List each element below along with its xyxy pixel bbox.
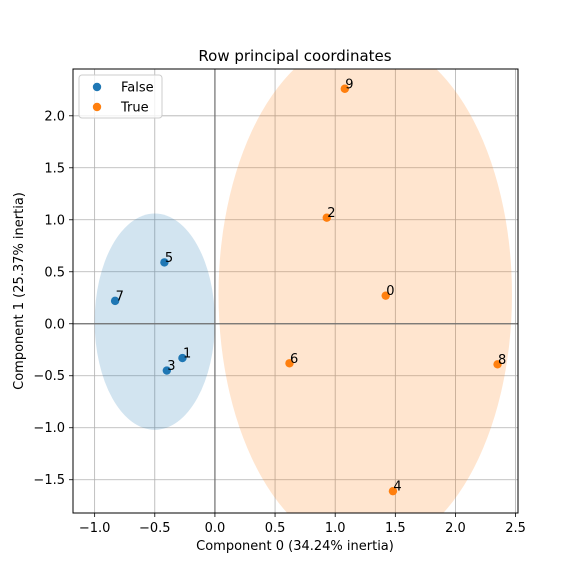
y-tick-label: 0.0 (44, 317, 65, 332)
data-point (340, 84, 350, 93)
x-axis-label: Component 0 (34.24% inertia) (196, 539, 394, 554)
x-tick-label: 0.5 (265, 521, 286, 536)
point-label: 7 (116, 289, 124, 304)
y-axis-ticks: −1.5 −1.0 −0.5 0.0 0.5 1.0 1.5 2.0 (33, 109, 73, 488)
point-labels: 13 5 7 0 2 4 6 8 9 (116, 77, 507, 494)
chart-title: Row principal coordinates (198, 47, 391, 65)
point-label: 3 (167, 359, 175, 374)
points (110, 84, 502, 496)
y-tick-label: −1.5 (33, 473, 65, 488)
point-label: 0 (386, 284, 394, 299)
x-tick-label: −1.0 (79, 521, 111, 536)
y-tick-label: −1.0 (33, 421, 65, 436)
x-tick-label: 2.5 (505, 521, 526, 536)
legend-marker (92, 82, 102, 92)
x-tick-label: 0.0 (205, 521, 226, 536)
x-tick-label: 1.0 (325, 521, 346, 536)
y-tick-label: 1.0 (44, 213, 65, 228)
point-label: 1 (183, 347, 191, 362)
legend-label: False (121, 81, 154, 96)
data-point (322, 213, 331, 222)
data-point (110, 296, 120, 306)
point-label: 4 (393, 480, 401, 495)
legend-marker (92, 102, 102, 112)
y-tick-label: 2.0 (44, 109, 65, 124)
legend: False True (78, 74, 163, 119)
point-label: 6 (290, 352, 298, 367)
confidence-ellipse-false (94, 213, 215, 430)
point-label: 8 (498, 353, 506, 368)
x-tick-label: 1.5 (385, 521, 406, 536)
data-point (162, 366, 172, 375)
plot-frame (72, 68, 519, 514)
point-label: 2 (327, 206, 335, 221)
confidence-ellipses (94, 69, 512, 513)
y-tick-label: 1.5 (44, 161, 65, 176)
data-point (160, 258, 169, 267)
data-point (381, 291, 390, 300)
legend-label: True (120, 101, 149, 116)
point-label: 5 (165, 251, 173, 266)
point-label: 9 (345, 77, 353, 92)
x-axis-ticks: −1.0 −0.5 0.0 0.5 1.0 1.5 2.0 2.5 (79, 513, 526, 536)
y-tick-label: −0.5 (33, 369, 65, 384)
zero-lines (73, 69, 518, 513)
y-tick-label: 0.5 (44, 265, 65, 280)
y-axis-label: Component 1 (25.37% inertia) (12, 192, 27, 390)
data-point (285, 359, 294, 368)
confidence-ellipse-true (218, 69, 512, 513)
data-point (178, 353, 187, 363)
data-point (388, 486, 398, 496)
x-tick-label: −0.5 (139, 521, 171, 536)
data-point (493, 360, 502, 369)
x-tick-label: 2.0 (445, 521, 466, 536)
